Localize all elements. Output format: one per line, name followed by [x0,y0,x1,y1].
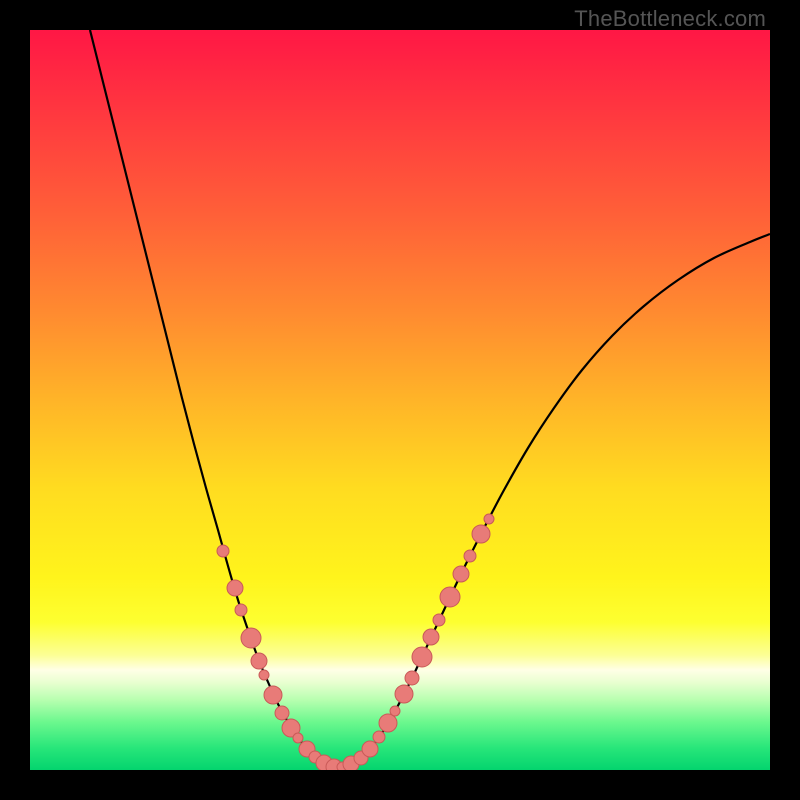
data-marker [373,731,385,743]
data-marker [362,741,378,757]
data-marker [264,686,282,704]
data-marker [217,545,229,557]
data-marker [405,671,419,685]
data-marker [227,580,243,596]
data-marker [440,587,460,607]
data-marker [241,628,261,648]
data-marker [390,706,400,716]
data-marker [453,566,469,582]
chart-canvas: TheBottleneck.com [0,0,800,800]
data-marker [259,670,269,680]
data-marker [433,614,445,626]
data-marker [423,629,439,645]
data-marker [251,653,267,669]
curve-layer [30,30,770,770]
data-marker [464,550,476,562]
data-marker [472,525,490,543]
data-marker [379,714,397,732]
data-marker [412,647,432,667]
data-marker [395,685,413,703]
data-marker [484,514,494,524]
bottleneck-curve-left [90,30,338,768]
data-marker [275,706,289,720]
plot-area [30,30,770,770]
data-marker [235,604,247,616]
data-marker [293,733,303,743]
data-markers [217,514,494,770]
watermark-text: TheBottleneck.com [574,6,766,32]
